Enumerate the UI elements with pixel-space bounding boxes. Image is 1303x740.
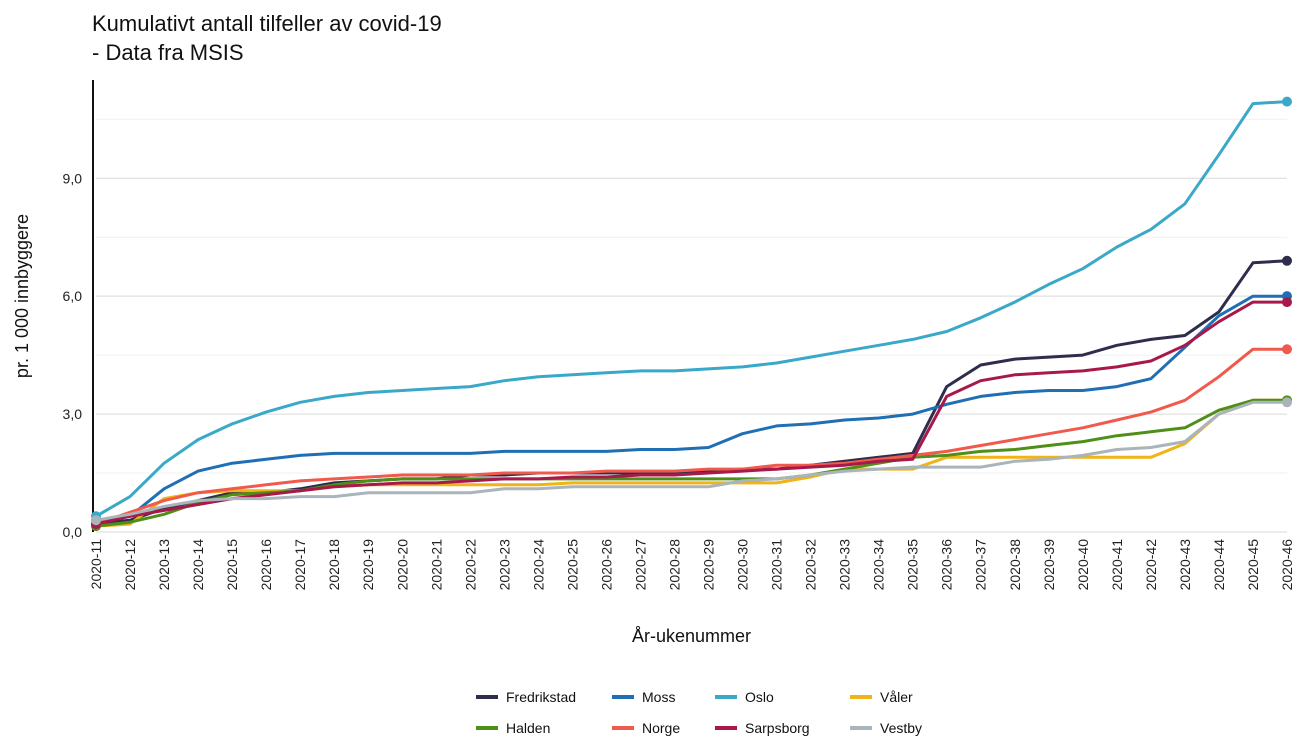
x-tick-label: 2020-22: [462, 539, 478, 591]
x-tick-label: 2020-34: [871, 539, 887, 591]
series-end-point: [1282, 96, 1292, 107]
x-tick-label: 2020-33: [837, 539, 853, 591]
x-tick-label: 2020-13: [156, 539, 172, 591]
x-tick-label: 2020-37: [973, 539, 989, 591]
x-tick-label: 2020-45: [1245, 539, 1261, 591]
x-tick-label: 2020-40: [1075, 539, 1091, 591]
y-axis-ticks: 0,0 3,0 6,0 9,0: [63, 170, 83, 540]
legend-label: Sarpsborg: [745, 720, 810, 736]
y-tick-label: 6,0: [63, 288, 83, 304]
x-tick-label: 2020-12: [122, 539, 138, 591]
series-line: [94, 398, 1289, 528]
legend-label: Våler: [880, 689, 913, 705]
x-tick-label: 2020-44: [1211, 539, 1227, 591]
x-tick-label: 2020-42: [1143, 539, 1159, 591]
series-lines: [91, 96, 1292, 532]
x-tick-label: 2020-30: [735, 539, 751, 591]
series-line: [94, 400, 1289, 522]
y-tick-label: 0,0: [63, 524, 83, 540]
legend-label: Fredrikstad: [506, 689, 576, 705]
y-tick-label: 9,0: [63, 170, 83, 186]
x-tick-label: 2020-43: [1177, 539, 1193, 591]
x-tick-label: 2020-27: [632, 539, 648, 591]
x-tick-label: 2020-28: [666, 539, 682, 591]
x-tick-label: 2020-17: [292, 539, 308, 591]
x-tick-label: 2020-38: [1007, 539, 1023, 591]
x-tick-label: 2020-39: [1041, 539, 1057, 591]
x-axis-ticks: 2020-11 2020-12 2020-13 2020-14 2020-15 2020-…: [88, 539, 1295, 591]
chart-title-line-1: Kumulativt antall tilfeller av covid-19: [92, 11, 442, 36]
y-tick-label: 3,0: [63, 406, 83, 422]
x-tick-label: 2020-20: [394, 539, 410, 591]
series-start-point: [91, 515, 101, 526]
x-tick-label: 2020-14: [190, 539, 206, 591]
legend-label: Moss: [642, 689, 675, 705]
x-tick-label: 2020-16: [258, 539, 274, 591]
x-tick-label: 2020-31: [769, 539, 785, 591]
x-tick-label: 2020-23: [496, 539, 512, 591]
legend-label: Norge: [642, 720, 680, 736]
x-tick-label: 2020-29: [701, 539, 717, 591]
series-line: [94, 398, 1289, 528]
x-axis-title: År-ukenummer: [632, 626, 751, 646]
series-line: [94, 294, 1289, 522]
x-tick-label: 2020-32: [803, 539, 819, 591]
series-line: [94, 100, 1289, 518]
x-tick-label: 2020-24: [530, 539, 546, 591]
y-axis-title: pr. 1 000 innbyggere: [12, 214, 32, 378]
x-tick-label: 2020-36: [939, 539, 955, 591]
x-tick-label: 2020-26: [598, 539, 614, 591]
x-tick-label: 2020-15: [224, 539, 240, 591]
x-tick-label: 2020-21: [428, 539, 444, 591]
series-line: [94, 300, 1289, 526]
legend: Fredrikstad Moss Oslo Våler Halden Norge Sarps…: [476, 689, 922, 736]
legend-label: Oslo: [745, 689, 774, 705]
gridlines: [96, 118, 1287, 533]
x-tick-label: 2020-46: [1279, 539, 1295, 591]
series-end-point: [1282, 397, 1292, 408]
x-tick-label: 2020-18: [326, 539, 342, 591]
series-end-point: [1282, 255, 1292, 266]
x-tick-label: 2020-35: [905, 539, 921, 591]
x-tick-label: 2020-11: [88, 539, 104, 590]
series-end-point: [1282, 344, 1292, 355]
series-end-point: [1282, 297, 1292, 308]
x-tick-label: 2020-41: [1109, 539, 1125, 591]
legend-label: Vestby: [880, 720, 922, 736]
series-line: [94, 347, 1289, 526]
legend-label: Halden: [506, 720, 550, 736]
x-tick-label: 2020-19: [360, 539, 376, 591]
chart-title-line-2: - Data fra MSIS: [92, 40, 244, 65]
x-tick-label: 2020-25: [564, 539, 580, 591]
